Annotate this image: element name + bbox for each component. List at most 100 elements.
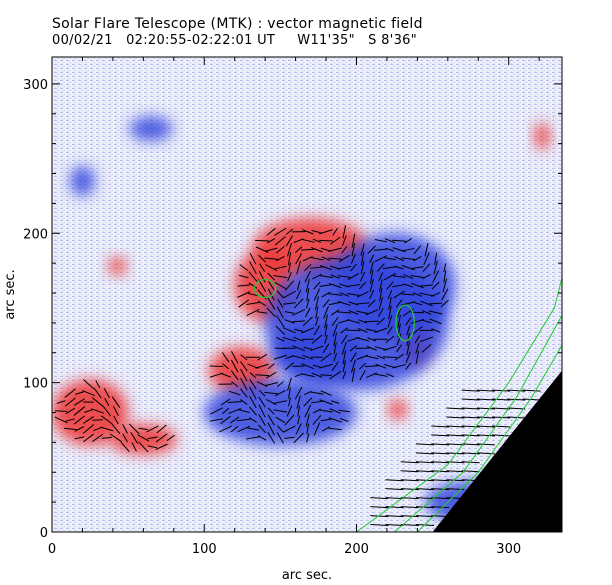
field-vector bbox=[54, 416, 68, 424]
field-vector bbox=[401, 293, 415, 296]
field-vector bbox=[369, 261, 374, 274]
field-vector bbox=[283, 302, 296, 305]
field-vector bbox=[400, 479, 419, 482]
field-vector bbox=[405, 362, 412, 370]
field-vector bbox=[342, 360, 346, 373]
axes: 0 100 200 300 0 100 200 300 bbox=[23, 57, 562, 557]
field-vector bbox=[285, 235, 294, 247]
field-vector bbox=[374, 327, 388, 334]
field-vector bbox=[360, 251, 365, 266]
field-vector bbox=[333, 353, 338, 362]
field-vector bbox=[356, 310, 369, 315]
field-vector bbox=[295, 252, 303, 265]
field-vector bbox=[374, 255, 388, 263]
field-vector bbox=[311, 229, 323, 234]
field-vector bbox=[320, 352, 332, 362]
field-vector bbox=[415, 452, 435, 455]
field-vector bbox=[342, 225, 347, 239]
field-vector bbox=[284, 311, 295, 314]
negative-polarity-region bbox=[129, 116, 173, 141]
field-vector bbox=[370, 524, 389, 527]
field-vector bbox=[321, 291, 331, 298]
field-vector bbox=[237, 409, 250, 414]
field-vector bbox=[328, 427, 342, 431]
positive-polarity-region bbox=[388, 399, 407, 420]
field-vector bbox=[412, 326, 423, 335]
field-vector bbox=[376, 317, 386, 326]
field-vector bbox=[311, 400, 323, 404]
field-vector bbox=[249, 372, 257, 379]
field-vector bbox=[138, 427, 149, 431]
field-vector bbox=[431, 328, 441, 333]
field-vector bbox=[56, 400, 66, 404]
field-vector bbox=[414, 335, 421, 344]
green-contour bbox=[395, 304, 415, 342]
field-vector bbox=[111, 423, 121, 435]
field-vector bbox=[258, 404, 266, 418]
field-vector bbox=[328, 247, 343, 252]
off-limb-region bbox=[432, 370, 562, 532]
field-vector bbox=[370, 269, 374, 284]
field-vector bbox=[276, 381, 284, 388]
field-vector bbox=[275, 245, 285, 254]
field-vector bbox=[351, 233, 356, 248]
field-vector bbox=[257, 435, 267, 441]
field-vector bbox=[422, 263, 431, 272]
field-vector bbox=[359, 362, 367, 370]
field-vector bbox=[369, 289, 375, 300]
field-vector bbox=[321, 256, 331, 261]
field-vector bbox=[397, 314, 401, 328]
field-vector bbox=[231, 381, 239, 388]
field-vector bbox=[237, 425, 251, 433]
field-vector bbox=[412, 292, 423, 297]
field-vector bbox=[128, 423, 140, 435]
field-vector bbox=[221, 352, 230, 363]
field-vector bbox=[330, 274, 340, 279]
field-vector bbox=[137, 434, 150, 442]
field-vector bbox=[319, 229, 333, 235]
x-tick-label: 0 bbox=[48, 542, 56, 557]
field-vector bbox=[292, 320, 305, 323]
field-vector bbox=[446, 452, 465, 455]
field-vector bbox=[111, 396, 121, 408]
field-vector bbox=[283, 290, 296, 299]
field-vector bbox=[415, 515, 435, 518]
field-vector bbox=[402, 247, 415, 252]
field-vector bbox=[221, 407, 230, 415]
field-vector bbox=[109, 433, 123, 443]
field-vector bbox=[295, 423, 302, 435]
field-vector bbox=[304, 404, 312, 418]
field-vector bbox=[258, 270, 266, 283]
field-vector bbox=[231, 351, 239, 364]
field-vector bbox=[358, 319, 368, 324]
field-vector bbox=[431, 488, 450, 491]
field-vector bbox=[324, 334, 328, 344]
field-vector bbox=[492, 389, 511, 392]
field-vector bbox=[267, 432, 276, 444]
field-vector bbox=[431, 479, 450, 482]
field-vector bbox=[351, 359, 356, 373]
field-vector bbox=[415, 470, 435, 473]
field-vector bbox=[415, 350, 420, 364]
field-vector bbox=[443, 270, 447, 283]
field-vector bbox=[492, 416, 511, 419]
field-vector bbox=[357, 327, 368, 333]
field-vector bbox=[351, 243, 356, 257]
field-vector bbox=[431, 292, 441, 297]
field-vector bbox=[228, 390, 241, 396]
field-vector bbox=[415, 506, 435, 509]
field-vector bbox=[337, 275, 351, 278]
field-vector bbox=[461, 407, 480, 410]
field-vector bbox=[401, 257, 416, 260]
field-vector bbox=[276, 337, 285, 342]
field-vector bbox=[461, 389, 480, 392]
field-vector bbox=[255, 239, 270, 242]
field-vector bbox=[267, 414, 275, 426]
field-vector bbox=[274, 265, 287, 270]
field-vector bbox=[429, 302, 443, 305]
field-vector bbox=[442, 278, 448, 293]
field-vector bbox=[446, 434, 465, 437]
field-vector bbox=[415, 488, 435, 491]
field-vector bbox=[461, 416, 480, 419]
field-vector bbox=[274, 236, 286, 246]
